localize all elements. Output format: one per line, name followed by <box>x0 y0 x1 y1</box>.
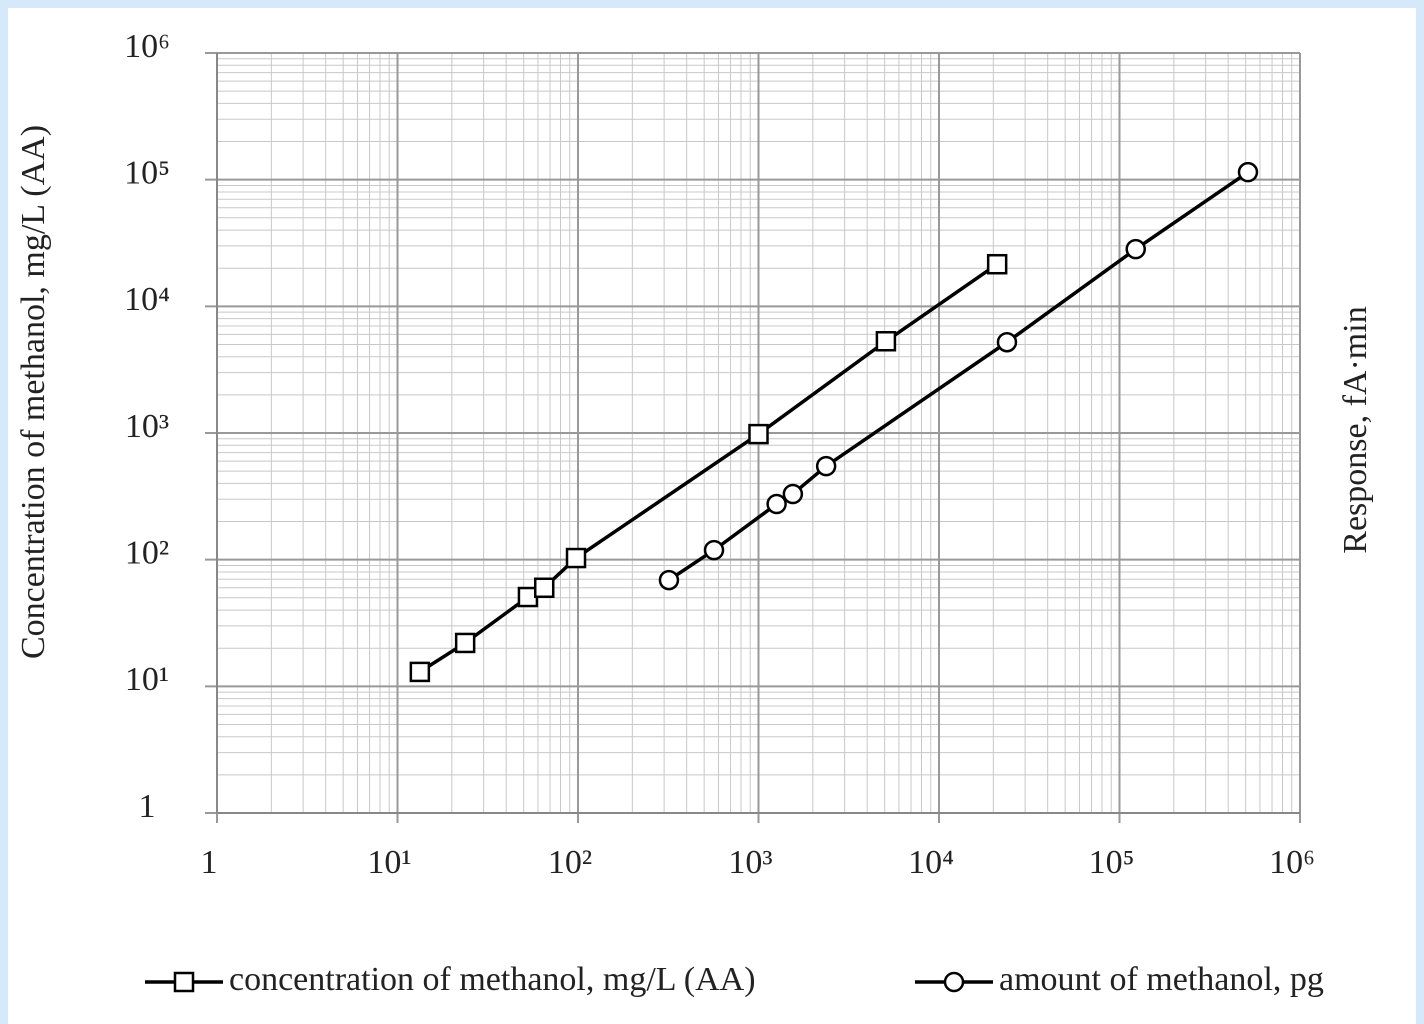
marker <box>986 253 1008 275</box>
marker <box>748 423 769 445</box>
legend-marker <box>943 971 965 993</box>
x-tick-label: 10⁴ <box>908 844 954 881</box>
marker <box>454 632 476 654</box>
marker <box>996 331 1018 353</box>
y-tick-label: 10¹ <box>125 661 169 698</box>
marker <box>1237 161 1259 183</box>
marker <box>766 493 787 515</box>
x-tick-label: 10³ <box>728 844 772 881</box>
y-tick-label: 1 <box>139 788 156 825</box>
y-tick-label: 10² <box>125 534 169 571</box>
series-line <box>667 170 1249 582</box>
series-line <box>418 262 999 674</box>
marker <box>875 331 897 352</box>
x-tick-label: 10² <box>548 844 592 881</box>
marker <box>533 577 555 599</box>
marker <box>658 569 680 591</box>
y-tick-label: 10⁴ <box>124 281 170 318</box>
legend-label: concentration of methanol, mg/L (AA) <box>229 961 756 998</box>
marker <box>815 455 837 477</box>
x-tick-label: 10⁵ <box>1089 844 1135 881</box>
legend-label: amount of methanol, pg <box>999 961 1324 998</box>
legend-marker <box>173 971 195 993</box>
x-tick-label: 10¹ <box>367 844 411 881</box>
marker <box>1125 238 1146 260</box>
x-tick-label: 10⁶ <box>1269 844 1315 881</box>
y-tick-label: 10⁶ <box>124 28 170 65</box>
y-tick-label: 10³ <box>125 408 169 445</box>
y-axis-label: Concentration of methanol, mg/L (AA) <box>15 125 52 659</box>
frame <box>8 8 1416 1024</box>
y2-axis-label: Response, fA·min <box>1337 306 1374 553</box>
y-tick-label: 10⁵ <box>124 154 170 191</box>
marker <box>565 547 587 569</box>
marker <box>782 483 804 505</box>
marker <box>409 661 431 683</box>
marker <box>703 539 725 561</box>
x-tick-label: 1 <box>201 844 218 881</box>
